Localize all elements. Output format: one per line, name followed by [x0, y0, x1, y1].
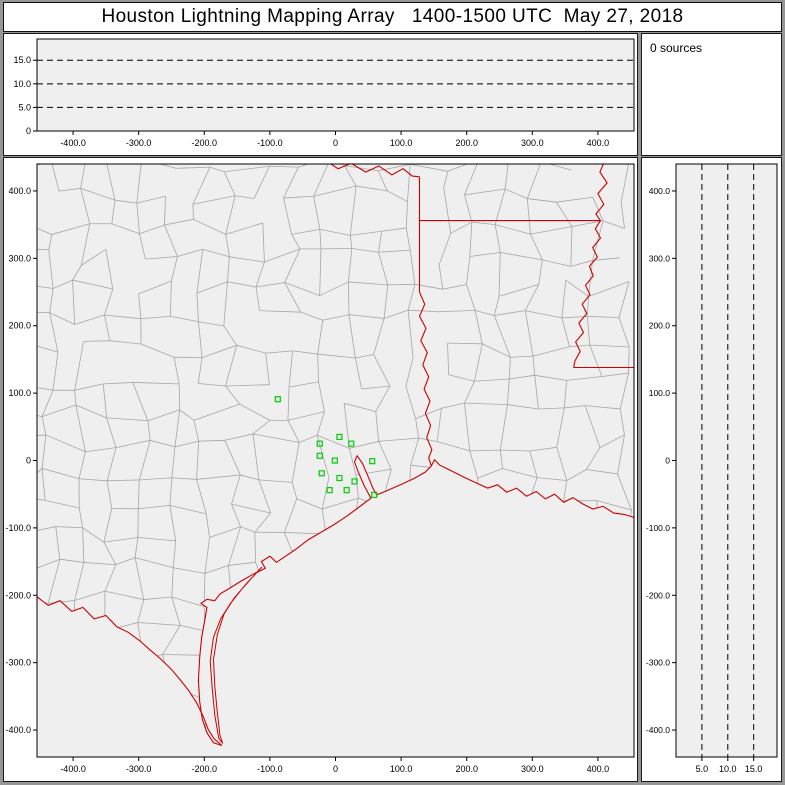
page-title: Houston Lightning Mapping Array 1400-150… [101, 6, 684, 27]
svg-text:-400.0: -400.0 [646, 725, 670, 735]
svg-text:400.0: 400.0 [8, 186, 31, 196]
svg-text:400.0: 400.0 [587, 764, 610, 774]
svg-text:-100.0: -100.0 [5, 523, 31, 533]
svg-text:400.0: 400.0 [649, 186, 671, 196]
svg-text:-300.0: -300.0 [126, 764, 152, 774]
svg-text:-200.0: -200.0 [646, 590, 670, 600]
plan-view-map-panel[interactable]: -400.0 -300.0 -200.0 -100.0 0 100.0 200.0 300.0… [3, 157, 638, 782]
svg-text:-400.0: -400.0 [5, 725, 31, 735]
svg-text:100.0: 100.0 [390, 764, 413, 774]
svg-text:100.0: 100.0 [390, 138, 413, 148]
svg-text:0: 0 [665, 456, 670, 466]
svg-text:0: 0 [26, 456, 31, 466]
svg-text:-100.0: -100.0 [646, 523, 670, 533]
svg-text:0: 0 [333, 764, 338, 774]
sources-count-label: 0 sources [650, 41, 703, 55]
svg-text:300.0: 300.0 [649, 253, 671, 263]
sources-panel: 0 sources [641, 33, 782, 156]
svg-text:-400.0: -400.0 [60, 138, 86, 148]
svg-text:300.0: 300.0 [521, 764, 544, 774]
svg-text:15.0: 15.0 [745, 764, 763, 774]
svg-text:200.0: 200.0 [455, 138, 478, 148]
ns-altitude-panel[interactable]: 5.0 10.0 15.0 -400.0 -300.0 -200.0 -100.0 0 100.… [641, 157, 782, 782]
svg-text:400.0: 400.0 [587, 138, 610, 148]
svg-text:100.0: 100.0 [8, 388, 31, 398]
svg-text:-100.0: -100.0 [257, 138, 283, 148]
ew-altitude-panel[interactable]: -400.0 -300.0 -200.0 -100.0 0 100.0 200.0 300.0… [3, 33, 638, 156]
svg-text:-300.0: -300.0 [646, 658, 670, 668]
svg-text:0: 0 [333, 138, 338, 148]
svg-text:200.0: 200.0 [8, 321, 31, 331]
svg-text:100.0: 100.0 [649, 388, 671, 398]
svg-text:5.0: 5.0 [696, 764, 709, 774]
svg-text:10.0: 10.0 [719, 764, 737, 774]
svg-text:-200.0: -200.0 [192, 138, 218, 148]
svg-text:200.0: 200.0 [649, 321, 671, 331]
svg-text:-300.0: -300.0 [126, 138, 152, 148]
svg-text:5.0: 5.0 [18, 102, 31, 112]
svg-text:-200.0: -200.0 [192, 764, 218, 774]
svg-text:0: 0 [26, 126, 31, 136]
svg-text:10.0: 10.0 [13, 79, 31, 89]
svg-text:-300.0: -300.0 [5, 658, 31, 668]
svg-text:200.0: 200.0 [455, 764, 478, 774]
title-bar: Houston Lightning Mapping Array 1400-150… [3, 2, 782, 32]
svg-text:15.0: 15.0 [13, 55, 31, 65]
svg-text:-400.0: -400.0 [60, 764, 86, 774]
svg-text:300.0: 300.0 [521, 138, 544, 148]
svg-text:-100.0: -100.0 [257, 764, 283, 774]
svg-text:-200.0: -200.0 [5, 590, 31, 600]
svg-text:300.0: 300.0 [8, 253, 31, 263]
